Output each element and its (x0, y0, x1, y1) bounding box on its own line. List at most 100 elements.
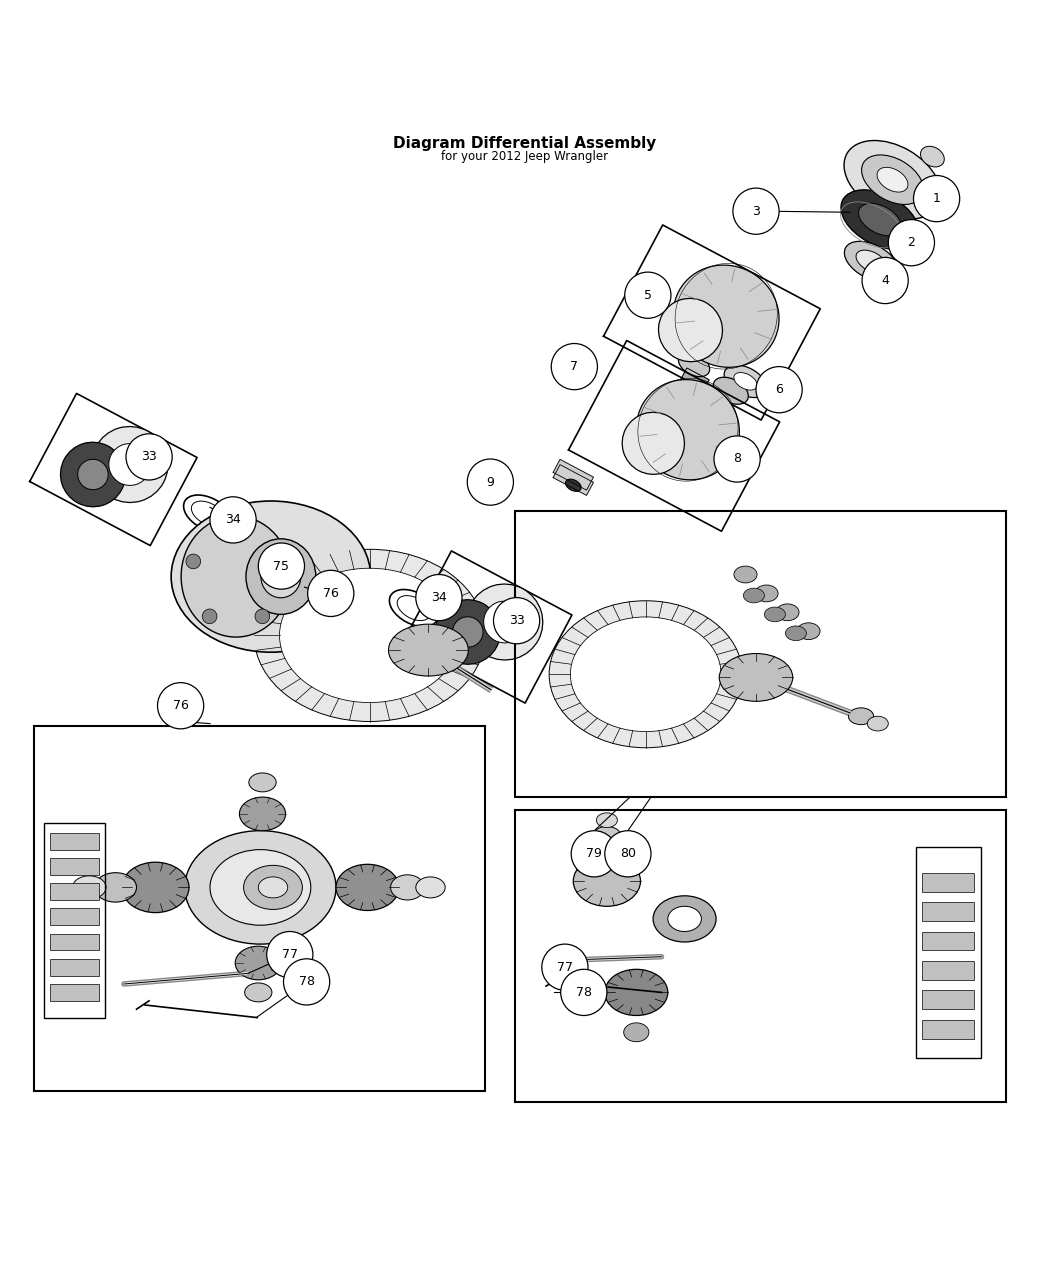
Circle shape (733, 189, 779, 235)
Ellipse shape (653, 896, 716, 942)
Bar (44, 824, 105, 1017)
Bar (922, 1020, 974, 1039)
Circle shape (229, 520, 244, 534)
Circle shape (267, 932, 313, 978)
Ellipse shape (592, 826, 622, 848)
Ellipse shape (246, 539, 316, 615)
Text: 8: 8 (733, 453, 741, 465)
Ellipse shape (566, 479, 581, 491)
Circle shape (416, 575, 462, 621)
Polygon shape (679, 368, 709, 395)
Ellipse shape (785, 626, 806, 640)
Ellipse shape (743, 588, 764, 603)
Circle shape (258, 543, 304, 589)
Bar (34, 725, 485, 1091)
Ellipse shape (673, 265, 779, 367)
Circle shape (542, 944, 588, 991)
Text: 3: 3 (752, 205, 760, 218)
Ellipse shape (109, 444, 151, 486)
Ellipse shape (570, 617, 721, 732)
Ellipse shape (78, 459, 108, 490)
Ellipse shape (658, 298, 722, 362)
Text: 77: 77 (281, 949, 298, 961)
Ellipse shape (734, 372, 757, 390)
Ellipse shape (678, 352, 710, 376)
Ellipse shape (573, 856, 640, 907)
Text: 77: 77 (556, 960, 573, 974)
Ellipse shape (713, 377, 749, 404)
Ellipse shape (181, 516, 291, 638)
Bar (922, 991, 974, 1010)
Bar (50, 858, 99, 875)
Ellipse shape (841, 190, 919, 250)
Bar (922, 932, 974, 950)
Ellipse shape (260, 556, 300, 598)
Circle shape (203, 609, 217, 623)
Ellipse shape (94, 872, 136, 903)
Ellipse shape (862, 156, 923, 204)
Bar (50, 959, 99, 975)
Text: 78: 78 (575, 986, 592, 998)
Bar (50, 933, 99, 950)
Circle shape (158, 682, 204, 729)
Bar (916, 848, 981, 1057)
Text: 78: 78 (298, 975, 315, 988)
Text: 75: 75 (273, 560, 290, 572)
Circle shape (605, 831, 651, 877)
Ellipse shape (235, 946, 281, 979)
Ellipse shape (624, 1023, 649, 1042)
Ellipse shape (388, 625, 468, 676)
Circle shape (308, 570, 354, 617)
Text: 7: 7 (570, 360, 579, 374)
Ellipse shape (596, 813, 617, 827)
Circle shape (551, 343, 597, 390)
Ellipse shape (859, 204, 901, 236)
Circle shape (756, 367, 802, 413)
Bar (50, 908, 99, 926)
Ellipse shape (549, 601, 742, 747)
Text: 9: 9 (486, 476, 495, 488)
Ellipse shape (436, 599, 500, 664)
Ellipse shape (776, 604, 799, 621)
Text: 2: 2 (907, 236, 916, 249)
Circle shape (862, 258, 908, 303)
Circle shape (625, 272, 671, 319)
Ellipse shape (391, 875, 424, 900)
Ellipse shape (466, 584, 543, 660)
Circle shape (271, 555, 286, 569)
Ellipse shape (171, 501, 371, 653)
Ellipse shape (453, 617, 483, 648)
Bar (514, 511, 1006, 797)
Bar (922, 903, 974, 921)
Text: 4: 4 (881, 274, 889, 287)
Ellipse shape (239, 797, 286, 831)
Ellipse shape (724, 365, 766, 398)
Ellipse shape (764, 607, 785, 622)
Ellipse shape (279, 569, 460, 703)
Text: for your 2012 Jeep Wrangler: for your 2012 Jeep Wrangler (441, 150, 609, 163)
Ellipse shape (605, 969, 668, 1015)
Text: Diagram Differential Assembly: Diagram Differential Assembly (394, 135, 656, 150)
Circle shape (571, 831, 617, 877)
Ellipse shape (719, 654, 793, 701)
Ellipse shape (416, 877, 445, 898)
Ellipse shape (755, 585, 778, 602)
Bar (922, 872, 974, 891)
Ellipse shape (734, 566, 757, 583)
Bar (50, 884, 99, 900)
Text: 76: 76 (322, 586, 339, 601)
Text: 1: 1 (932, 193, 941, 205)
Text: 76: 76 (172, 699, 189, 713)
Circle shape (714, 436, 760, 482)
Ellipse shape (844, 140, 941, 219)
Circle shape (210, 497, 256, 543)
Ellipse shape (91, 427, 168, 502)
Ellipse shape (262, 546, 284, 561)
Ellipse shape (636, 380, 739, 479)
Bar (514, 810, 1006, 1102)
Ellipse shape (249, 773, 276, 792)
Ellipse shape (185, 831, 336, 944)
Circle shape (494, 598, 540, 644)
Ellipse shape (867, 717, 888, 731)
Ellipse shape (623, 412, 685, 474)
